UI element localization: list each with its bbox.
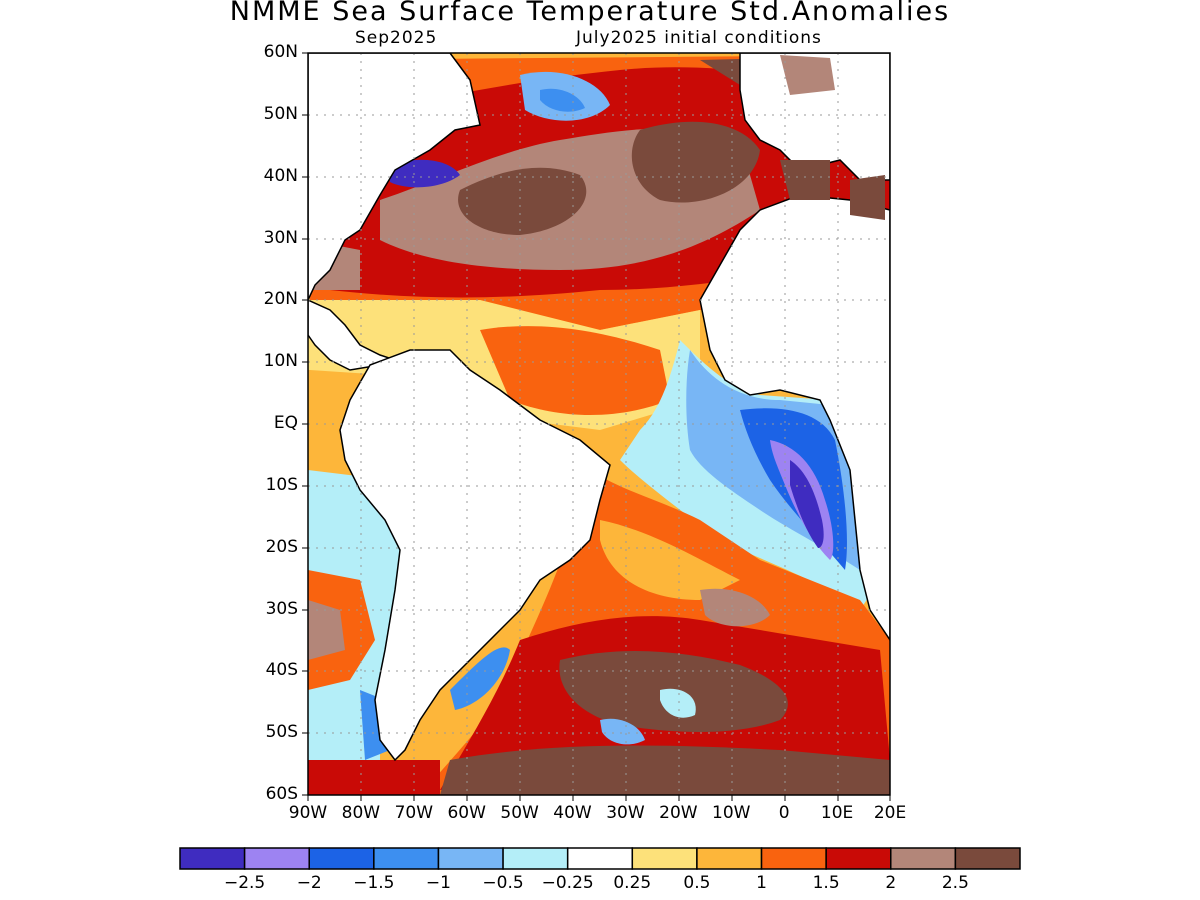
lat-label: 50S [265, 722, 298, 743]
lat-label: 40S [265, 660, 298, 681]
colorbar-label: −0.25 [541, 873, 594, 893]
colorbar-label: 0.5 [683, 873, 711, 893]
lat-label: 40N [263, 165, 298, 186]
colorbar-label: −1 [425, 873, 451, 893]
lon-label: 10E [820, 803, 854, 823]
colorbar-label: −0.5 [482, 873, 524, 893]
lon-label: 90W [288, 803, 328, 823]
lon-label: 10W [712, 803, 751, 823]
lat-label: 30N [263, 227, 298, 248]
lat-label: 60N [263, 42, 298, 62]
south-america-land [339, 349, 611, 762]
lat-label: 20N [263, 289, 298, 310]
colorbar-swatch [954, 847, 1021, 870]
lat-label: 30S [265, 598, 298, 619]
lon-label: 80W [341, 803, 381, 823]
axis-ticks [302, 52, 891, 801]
colorbar-label: 1 [756, 873, 767, 893]
lon-label: 40W [553, 803, 592, 823]
lat-label: 10N [263, 351, 298, 372]
colorbar-label: −1.5 [353, 873, 395, 893]
lon-label: 70W [394, 803, 434, 823]
colorbar-swatch [243, 847, 310, 870]
lon-label: 0 [778, 803, 790, 823]
lon-label: 20E [873, 803, 907, 823]
colorbar-label: −2 [296, 873, 322, 893]
lat-label: 10S [265, 474, 298, 495]
colorbar-swatch [890, 847, 957, 870]
lon-label: 50W [500, 803, 539, 823]
colorbar-label: −2.5 [223, 873, 266, 893]
colorbar-swatch [825, 847, 892, 870]
lon-label: 30W [606, 803, 645, 823]
map-title: NMME Sea Surface Temperature Std.Anomali… [229, 0, 951, 27]
colorbar-swatch [696, 847, 763, 870]
colorbar-swatch [566, 847, 634, 870]
colorbar-swatch [760, 847, 827, 870]
colorbar [179, 847, 1021, 870]
colorbar-swatch [308, 847, 375, 870]
initial-conditions: July2025 initial conditions [576, 28, 822, 48]
lon-label: 20W [659, 803, 698, 823]
lat-label: EQ [273, 413, 298, 433]
colorbar-label: 1.5 [812, 873, 840, 893]
lon-label: 60W [447, 803, 486, 823]
colorbar-swatch [373, 847, 440, 870]
lat-label: 20S [265, 536, 298, 557]
colorbar-label: 2 [885, 873, 897, 893]
colorbar-label: 0.25 [613, 873, 652, 893]
colorbar-swatch [179, 847, 246, 870]
anomaly-field [308, 53, 890, 795]
forecast-month: Sep2025 [355, 28, 438, 48]
colorbar-swatch [502, 847, 569, 870]
graticule [308, 53, 890, 795]
colorbar-swatch [437, 847, 504, 870]
colorbar-swatch [631, 847, 698, 870]
colorbar-label: 2.5 [941, 873, 969, 893]
lat-label: 50N [263, 103, 298, 124]
lat-label: 60S [265, 784, 298, 804]
